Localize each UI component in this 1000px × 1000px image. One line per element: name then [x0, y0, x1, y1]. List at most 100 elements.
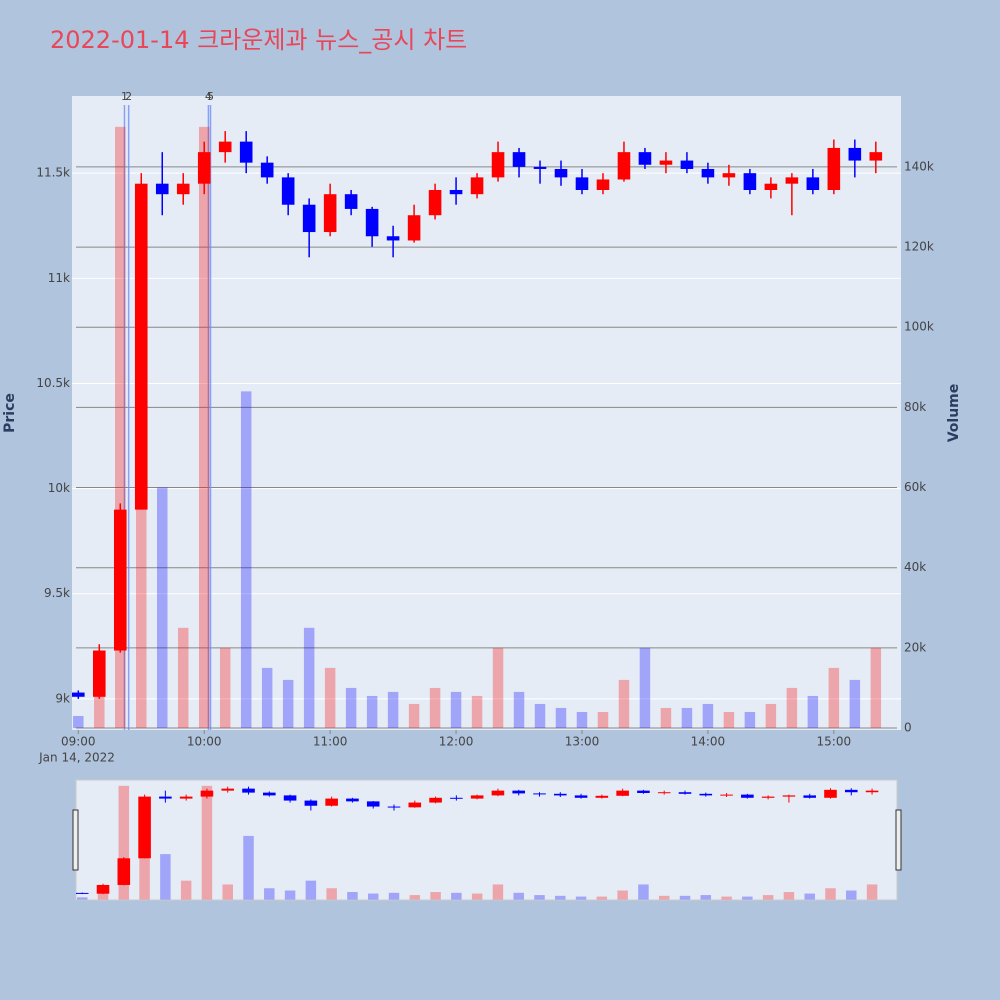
candle-body	[638, 152, 652, 165]
volume-bar	[198, 126, 210, 728]
volume-bar	[429, 687, 441, 728]
y2-tick-label: 100k	[904, 320, 934, 334]
volume-bar	[866, 884, 878, 900]
candle-body	[346, 798, 359, 802]
volume-bar	[136, 367, 147, 728]
volume-bar	[219, 647, 231, 728]
volume-bar	[846, 890, 857, 900]
volume-bar	[597, 711, 609, 728]
volume-bar	[870, 647, 882, 728]
x-tick-label: 10:00	[187, 735, 222, 749]
y-axis-title: Price	[2, 393, 18, 433]
candle-body	[260, 162, 274, 178]
candle-body	[869, 152, 883, 161]
volume-bar	[305, 880, 317, 900]
candle-body	[407, 215, 421, 241]
candle-body	[197, 152, 211, 184]
y2-tick-label: 20k	[904, 640, 926, 654]
volume-bar	[76, 897, 88, 900]
candle-body	[785, 177, 799, 184]
volume-bar	[388, 892, 400, 900]
volume-bar	[534, 895, 545, 900]
volume-bar	[513, 691, 525, 728]
plot-area	[72, 96, 901, 730]
volume-bar	[177, 627, 189, 728]
slider-handle[interactable]	[72, 809, 79, 871]
volume-bar	[387, 691, 399, 728]
candle-body	[596, 179, 610, 190]
volume-bar	[347, 892, 358, 900]
candle-body	[512, 152, 526, 167]
candle-body	[470, 177, 484, 195]
y-tick-label: 10k	[48, 481, 70, 495]
candle-body	[743, 173, 757, 190]
volume-bar	[825, 888, 836, 900]
candle-body	[138, 796, 151, 859]
candle-body	[450, 797, 463, 799]
volume-bar	[471, 695, 483, 728]
volume-bar	[575, 896, 587, 900]
volume-bar	[596, 896, 608, 900]
y2-tick-label: 80k	[904, 400, 926, 414]
x-tick-label: 12:00	[439, 735, 474, 749]
candle-body	[848, 147, 862, 161]
volume-bar	[807, 695, 819, 728]
candle-body	[844, 789, 858, 793]
candle-body	[323, 194, 337, 233]
candle-body	[616, 790, 629, 796]
candle-body	[803, 795, 816, 798]
volume-bar	[73, 715, 84, 728]
volume-bar	[513, 892, 524, 900]
y2-tick-label: 0	[904, 720, 912, 734]
volume-bar	[762, 895, 774, 900]
x-tick-label: 14:00	[691, 735, 726, 749]
candle-body	[806, 177, 820, 190]
y2-tick-label: 140k	[904, 159, 934, 173]
volume-bar	[261, 667, 273, 728]
x-tick-label: 09:00	[61, 735, 96, 749]
y2-tick-label: 40k	[904, 560, 926, 574]
y-tick-label: 10.5k	[36, 376, 70, 390]
candle-body	[281, 177, 295, 205]
candle-body	[637, 790, 650, 794]
volume-bar	[240, 391, 252, 728]
volume-bar	[639, 647, 651, 728]
candle-body	[134, 183, 148, 510]
candle-body	[491, 152, 505, 178]
volume-bar	[326, 888, 337, 900]
candle-body	[761, 796, 775, 798]
y2-axis-title: Volume	[946, 384, 962, 443]
candle-body	[554, 168, 568, 178]
candle-body	[865, 790, 879, 793]
volume-bar	[742, 896, 753, 900]
volume-bar	[700, 895, 712, 900]
volume-bar	[367, 893, 379, 900]
candle-body	[428, 189, 442, 216]
candle-body	[200, 790, 214, 797]
y2-tick-label: 60k	[904, 480, 926, 494]
volume-bar	[284, 890, 296, 900]
candle-body	[512, 790, 526, 794]
chart-title: 2022-01-14 크라운제과 뉴스_공시 차트	[50, 26, 467, 54]
y2-tick-label: 120k	[904, 240, 934, 254]
volume-bar	[658, 895, 670, 900]
volume-bar	[282, 679, 294, 728]
volume-bar	[681, 707, 693, 728]
candle-body	[553, 793, 567, 796]
candle-body	[72, 692, 85, 697]
candle-body	[96, 884, 110, 894]
candle-body	[574, 795, 588, 798]
slider-handle[interactable]	[895, 809, 902, 871]
volume-bar	[118, 785, 130, 900]
volume-bar	[679, 895, 691, 900]
candle-body	[365, 208, 379, 237]
candle-body	[304, 800, 318, 806]
volume-bar	[555, 707, 567, 728]
volume-bar	[471, 893, 483, 900]
range-slider[interactable]	[75, 779, 898, 901]
candle-body	[325, 798, 338, 806]
volume-bar	[723, 711, 735, 728]
x-tick-label: 15:00	[817, 735, 852, 749]
candle-body	[617, 152, 631, 180]
candle-body	[575, 177, 589, 190]
